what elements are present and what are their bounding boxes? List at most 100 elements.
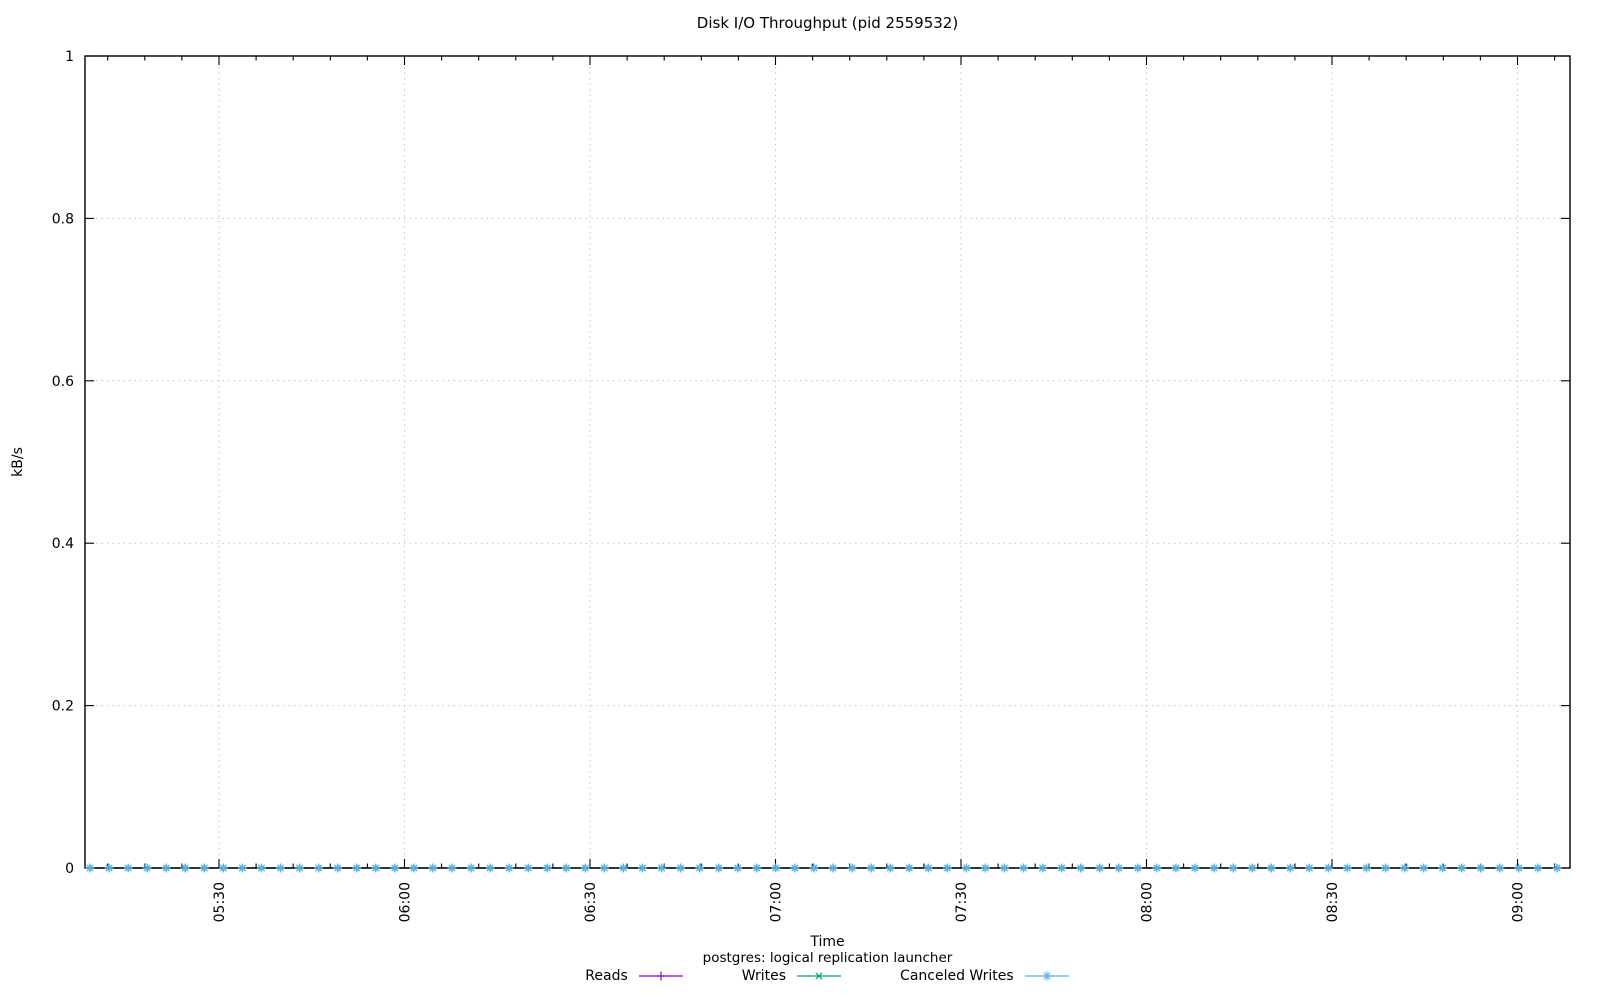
cross-marker-icon — [797, 972, 842, 980]
data-point-marker — [561, 863, 571, 873]
data-point-marker — [333, 863, 343, 873]
data-point-marker — [180, 863, 190, 873]
data-point-marker — [1381, 863, 1391, 873]
legend-title: postgres: logical replication launcher — [702, 950, 953, 966]
data-point-marker — [1457, 863, 1467, 873]
x-tick-label: 08:30 — [1325, 882, 1341, 922]
legend-sample-marker — [815, 972, 823, 980]
x-axis-title: Time — [810, 934, 845, 950]
data-point-marker — [1514, 863, 1524, 873]
data-point-marker — [676, 863, 686, 873]
data-point-marker — [961, 863, 971, 873]
x-tick-label: 05:30 — [212, 882, 228, 922]
plus-marker-icon — [638, 971, 683, 981]
data-point-marker — [1114, 863, 1124, 873]
data-point-marker — [942, 863, 952, 873]
data-point-marker — [1057, 863, 1067, 873]
legend-item-writes: Writes — [742, 967, 842, 985]
data-point-marker — [295, 863, 305, 873]
data-point-marker — [1400, 863, 1410, 873]
data-point-marker — [276, 863, 286, 873]
data-point-marker — [85, 863, 95, 873]
data-point-marker — [1076, 863, 1086, 873]
data-point-marker — [733, 863, 743, 873]
data-point-marker — [371, 863, 381, 873]
data-point-marker — [1438, 863, 1448, 873]
y-tick-label: 0.4 — [52, 536, 74, 552]
data-point-marker — [199, 863, 209, 873]
data-point-marker — [1152, 863, 1162, 873]
data-point-marker — [428, 863, 438, 873]
data-point-marker — [142, 863, 152, 873]
axis-ticks — [85, 55, 1570, 869]
x-tick-label: 09:00 — [1511, 882, 1527, 922]
data-point-marker — [1038, 863, 1048, 873]
x-tick-label: 07:00 — [769, 882, 785, 922]
x-tick-label: 06:30 — [583, 882, 599, 922]
data-point-marker — [1361, 863, 1371, 873]
data-point-marker — [1247, 863, 1257, 873]
legend-item-label: Canceled Writes — [900, 968, 1014, 984]
data-point-marker — [866, 863, 876, 873]
y-tick-label: 0.2 — [52, 699, 74, 715]
data-point-marker — [1019, 863, 1029, 873]
data-point-marker — [904, 863, 914, 873]
y-tick-label: 0.8 — [52, 211, 74, 227]
data-point-marker — [1419, 863, 1429, 873]
data-point-marker — [580, 863, 590, 873]
data-point-marker — [256, 863, 266, 873]
data-point-marker — [638, 863, 648, 873]
x-tick-label: 08:00 — [1140, 882, 1156, 922]
data-point-marker — [390, 863, 400, 873]
data-point-marker — [1266, 863, 1276, 873]
data-point-marker — [657, 863, 667, 873]
y-tick-label: 1 — [65, 49, 74, 65]
data-point-marker — [466, 863, 476, 873]
plot-border — [84, 55, 1571, 869]
data-point-marker — [923, 863, 933, 873]
data-point-marker — [1476, 863, 1486, 873]
data-point-marker — [409, 863, 419, 873]
data-point-marker — [1533, 863, 1543, 873]
data-point-marker — [599, 863, 609, 873]
data-point-marker — [104, 863, 114, 873]
legend-sample-marker — [1042, 971, 1052, 981]
asterisk-marker-icon — [1024, 971, 1069, 981]
chart-title: Disk I/O Throughput (pid 2559532) — [696, 14, 959, 32]
data-point-marker — [618, 863, 628, 873]
data-point-marker — [161, 863, 171, 873]
data-point-marker — [1342, 863, 1352, 873]
data-point-marker — [1552, 863, 1562, 873]
legend: Reads Writes Canceled Writes — [85, 967, 1570, 985]
data-point-marker — [980, 863, 990, 873]
y-tick-labels: 0 0.2 0.4 0.6 0.8 1 — [52, 49, 74, 877]
y-tick-label: 0.6 — [52, 374, 74, 390]
data-point-marker — [1285, 863, 1295, 873]
legend-sample-marker — [656, 971, 666, 981]
legend-item-label: Reads — [585, 968, 628, 984]
data-point-marker — [847, 863, 857, 873]
x-tick-labels: 05:30 06:00 06:30 07:00 07:30 08:00 08:30 09:00 — [212, 882, 1527, 922]
legend-item-reads: Reads — [585, 967, 683, 985]
data-point-marker — [352, 863, 362, 873]
data-point-marker — [1304, 863, 1314, 873]
data-point-marker — [1209, 863, 1219, 873]
series-markers-canceled-writes — [85, 863, 1562, 873]
data-point-marker — [447, 863, 457, 873]
data-point-marker — [714, 863, 724, 873]
data-point-marker — [1228, 863, 1238, 873]
data-point-marker — [771, 863, 781, 873]
y-axis-title: kB/s — [10, 447, 26, 477]
data-point-marker — [1095, 863, 1105, 873]
data-point-marker — [485, 863, 495, 873]
data-point-marker — [999, 863, 1009, 873]
data-point-marker — [809, 863, 819, 873]
data-point-marker — [885, 863, 895, 873]
data-point-marker — [123, 863, 133, 873]
x-tick-label: 07:30 — [954, 882, 970, 922]
data-point-marker — [523, 863, 533, 873]
data-point-marker — [314, 863, 324, 873]
y-tick-label: 0 — [65, 861, 74, 877]
data-point-marker — [695, 863, 705, 873]
